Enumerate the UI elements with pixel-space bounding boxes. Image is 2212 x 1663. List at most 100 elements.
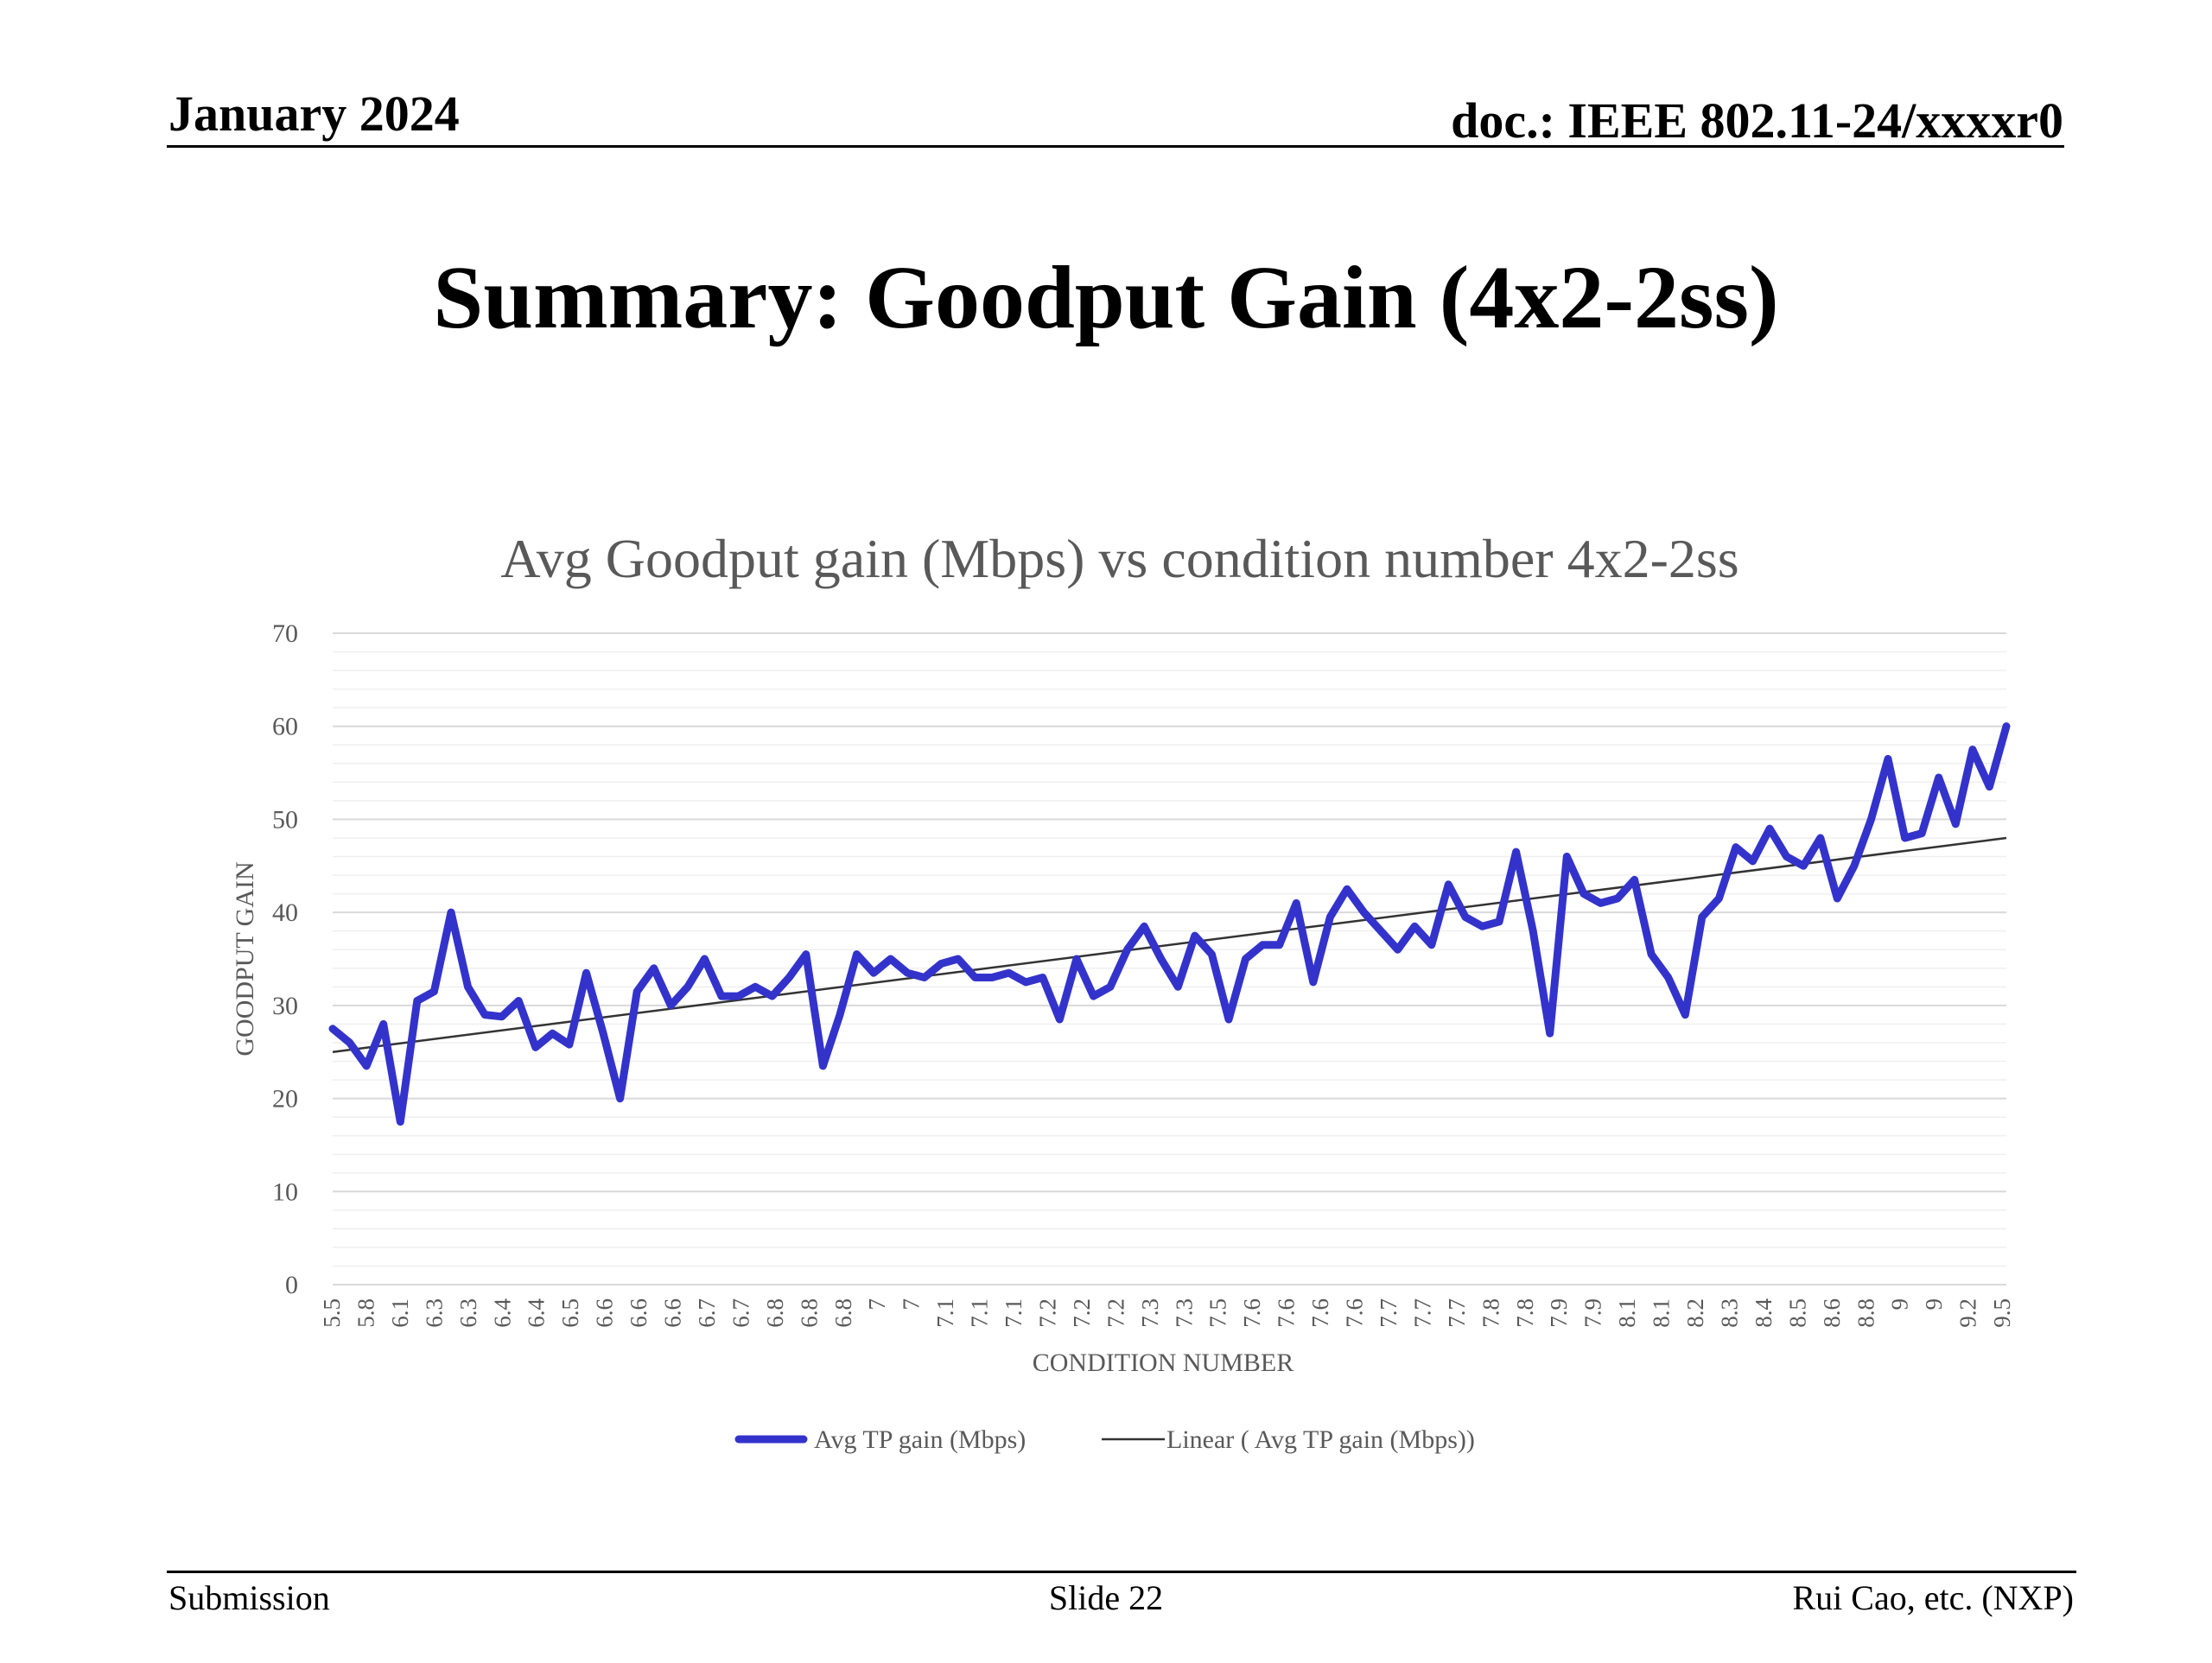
footer-rule: [167, 1571, 2076, 1573]
x-axis-label: CONDITION NUMBER: [1033, 1349, 1294, 1377]
data-point: [753, 984, 759, 990]
data-point: [1175, 984, 1181, 990]
x-tick-label: 7.2: [1103, 1298, 1128, 1328]
data-point: [634, 988, 640, 994]
data-point: [1412, 924, 1418, 930]
data-point: [702, 956, 708, 962]
x-tick-label: 8.3: [1716, 1298, 1742, 1328]
x-tick-label: 6.6: [592, 1298, 618, 1328]
data-point: [414, 998, 420, 1004]
x-tick-label: 7.1: [1001, 1298, 1027, 1328]
data-point: [1665, 974, 1671, 981]
x-tick-label: 7.6: [1342, 1298, 1368, 1328]
y-tick-label: 70: [272, 619, 298, 648]
y-axis-label: GOODPUT GAIN: [231, 861, 259, 1056]
data-point: [482, 1012, 488, 1018]
data-point: [1243, 956, 1249, 962]
data-point: [617, 1095, 623, 1101]
data-point: [1497, 918, 1503, 924]
x-tick-label: 7.6: [1274, 1298, 1300, 1328]
x-tick-label: 7.1: [932, 1298, 958, 1328]
data-point: [1124, 947, 1130, 953]
data-point: [1732, 844, 1738, 850]
data-point: [1885, 756, 1891, 762]
data-point: [735, 993, 741, 1000]
data-point: [1006, 970, 1012, 976]
data-point: [1073, 956, 1079, 962]
footer-slide-number: Slide 22: [1048, 1578, 1164, 1617]
x-tick-label: 7.1: [967, 1298, 993, 1328]
data-point: [550, 1031, 556, 1037]
header-rule: [167, 145, 2064, 148]
data-point: [1446, 881, 1452, 887]
data-point: [1158, 956, 1164, 962]
trendline: [332, 836, 2007, 1053]
legend-label-trendline: Linear ( Avg TP gain (Mbps)): [1166, 1425, 1475, 1454]
data-point: [1378, 928, 1384, 934]
x-tick-label: 5.8: [353, 1298, 378, 1328]
x-tick-label: 7.6: [1239, 1298, 1265, 1328]
data-point: [2004, 723, 2009, 729]
y-tick-label: 0: [285, 1271, 298, 1299]
data-point: [1479, 924, 1485, 930]
x-tick-label: 8.4: [1751, 1298, 1777, 1328]
x-tick-label: 6.7: [728, 1298, 753, 1328]
data-point: [1108, 984, 1114, 990]
data-point: [836, 1012, 842, 1018]
data-point: [380, 1021, 386, 1027]
data-point: [1327, 914, 1333, 920]
chart-title: Avg Goodput gain (Mbps) vs condition num…: [500, 528, 1738, 589]
data-point: [1310, 979, 1316, 985]
data-point: [719, 993, 725, 1000]
data-point: [887, 956, 893, 962]
data-point: [972, 974, 978, 981]
data-point: [1767, 826, 1773, 832]
x-tick-label: 7.9: [1546, 1298, 1572, 1328]
data-point: [364, 1063, 370, 1069]
footer-submission: Submission: [168, 1578, 330, 1617]
x-tick-label: 9.5: [1989, 1298, 2015, 1328]
x-tick-label: 8.8: [1853, 1298, 1878, 1328]
data-point: [1801, 863, 1807, 869]
data-point: [786, 974, 792, 981]
data-point: [1902, 835, 1908, 841]
x-tick-label: 7.2: [1034, 1298, 1060, 1328]
data-point: [921, 974, 927, 981]
series-points: [330, 723, 2009, 1125]
x-tick-label: 6.7: [694, 1298, 720, 1328]
x-tick-label: 7.3: [1137, 1298, 1163, 1328]
x-tick-label: 7.5: [1205, 1298, 1231, 1328]
data-point: [1294, 900, 1300, 906]
data-point: [989, 974, 995, 981]
data-point: [955, 956, 961, 962]
data-point: [803, 951, 809, 957]
data-point: [1260, 942, 1266, 948]
x-tick-label: 7.8: [1478, 1298, 1503, 1328]
data-point: [1564, 854, 1570, 860]
data-point: [516, 998, 522, 1004]
y-tick-label: 10: [272, 1177, 298, 1206]
data-point: [1614, 895, 1620, 901]
data-point: [346, 1039, 353, 1045]
data-point: [465, 984, 471, 990]
y-tick-label: 60: [272, 713, 298, 741]
data-point: [938, 961, 944, 967]
data-point: [1225, 1017, 1231, 1023]
data-point: [905, 970, 911, 976]
data-point: [1580, 891, 1586, 897]
x-tick-label: 8.1: [1614, 1298, 1640, 1328]
legend: Avg TP gain (Mbps) Linear ( Avg TP gain …: [734, 1425, 1475, 1454]
series-line: [328, 722, 2011, 1126]
data-point: [1750, 858, 1756, 864]
x-tick-label: 6.1: [387, 1298, 413, 1328]
data-point: [1834, 895, 1840, 901]
data-point: [1192, 933, 1198, 939]
data-point: [1023, 979, 1029, 985]
data-point: [1953, 821, 1959, 827]
data-point: [601, 1031, 607, 1037]
data-point: [1209, 951, 1215, 957]
x-tick-label: 6.3: [421, 1298, 447, 1328]
slide-title: Summary: Goodput Gain (4x2-2ss): [433, 248, 1779, 347]
